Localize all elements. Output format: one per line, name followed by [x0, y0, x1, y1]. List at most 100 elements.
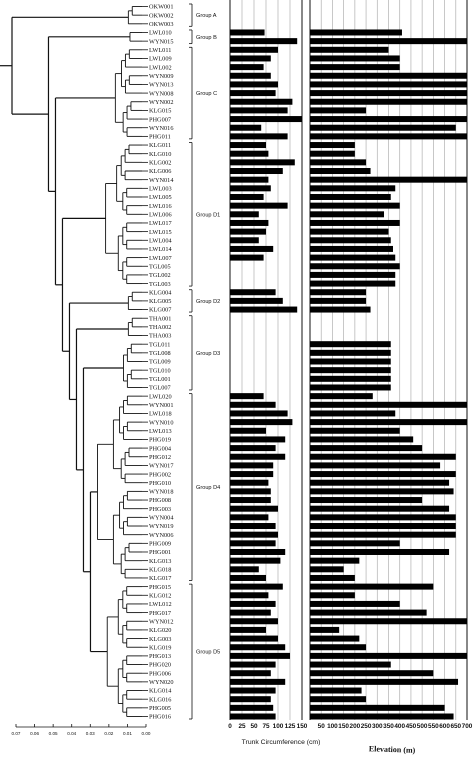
bar — [230, 289, 276, 296]
group-label: Group D4 — [196, 485, 220, 491]
sample-label: TGL011 — [149, 341, 170, 348]
bar — [230, 228, 266, 235]
bar — [230, 497, 271, 504]
sample-label: WYN002 — [149, 99, 173, 106]
sample-label: LWL003 — [149, 186, 172, 193]
bar — [310, 124, 456, 131]
sample-label: WYN020 — [149, 679, 173, 686]
sample-label: PHG009 — [149, 541, 171, 548]
sample-label: LWL006 — [149, 212, 172, 219]
tick-label: 75 — [262, 723, 270, 730]
bar — [230, 635, 278, 642]
bar — [310, 185, 396, 192]
sample-label: LWL020 — [149, 393, 172, 400]
bar — [310, 107, 367, 114]
sample-label: PHG001 — [149, 549, 171, 556]
bar — [310, 488, 454, 495]
sample-label: LWL012 — [149, 601, 172, 608]
bar — [230, 548, 286, 555]
bar — [230, 254, 264, 261]
bar — [230, 38, 298, 45]
bar — [230, 81, 278, 88]
scale-tick-label: 0.01 — [123, 731, 132, 736]
sample-label: TGL008 — [149, 350, 171, 357]
bar — [310, 254, 396, 261]
bar — [230, 185, 271, 192]
sample-label: KLG006 — [149, 168, 171, 175]
tick-label: 650 — [450, 723, 461, 730]
sample-label: LWL016 — [149, 203, 172, 210]
scale-tick-label: 0.04 — [67, 731, 76, 736]
group-label: Group A — [196, 13, 217, 19]
sample-label: OKW003 — [149, 21, 173, 28]
bar — [230, 410, 288, 417]
sample-label: WYN019 — [149, 523, 173, 530]
tick-label: 200 — [350, 723, 361, 730]
bar — [230, 583, 283, 590]
bar — [230, 540, 276, 547]
sample-label: KLG014 — [149, 688, 172, 695]
bar — [310, 384, 391, 391]
sample-label: PHG015 — [149, 584, 171, 591]
group-label: Group D1 — [196, 212, 220, 218]
tick-label: 300 — [372, 723, 383, 730]
sample-label: KLG016 — [149, 696, 171, 703]
tick-label: 150 — [338, 723, 349, 730]
bar — [230, 678, 286, 685]
sample-label: LWL014 — [149, 246, 172, 253]
sample-label: TGL001 — [149, 376, 171, 383]
elevation-axis-title: Elevation (m) — [369, 744, 416, 755]
bar — [230, 670, 271, 677]
sample-label: LWL011 — [149, 47, 171, 54]
sample-label: WYN006 — [149, 532, 173, 539]
tick-label: 500 — [417, 723, 428, 730]
bar — [310, 46, 389, 53]
sample-label: TGL002 — [149, 272, 171, 279]
bar — [310, 38, 467, 45]
sample-label: KLG005 — [149, 298, 171, 305]
trunk-axis-title: Trunk Circumference (cm) — [242, 739, 321, 746]
sample-label: LWL010 — [149, 30, 172, 37]
tick-label: 550 — [428, 723, 439, 730]
bar — [230, 427, 266, 434]
bar — [310, 540, 400, 547]
tick-label: 600 — [439, 723, 450, 730]
bar — [310, 90, 467, 97]
sample-label: WYN013 — [149, 82, 173, 89]
sample-label: LWL013 — [149, 428, 172, 435]
group-label: Group D3 — [196, 351, 220, 357]
sample-label: PHG020 — [149, 662, 171, 669]
tick-label: 50 — [250, 723, 258, 730]
sample-label: THA002 — [149, 324, 171, 331]
sample-label: TGL010 — [149, 367, 171, 374]
sample-label: PHG017 — [149, 610, 171, 617]
bar — [310, 349, 391, 356]
bar — [310, 219, 400, 226]
bar — [310, 64, 400, 71]
bar — [310, 202, 400, 209]
sample-label: PHG003 — [149, 506, 171, 513]
bar — [230, 168, 283, 175]
bar — [230, 592, 269, 599]
bar — [310, 297, 367, 304]
sample-label: PHG005 — [149, 705, 171, 712]
bar — [310, 618, 467, 625]
distance-scale-axis: 0.07 0.06 0.05 0.04 0.03 0.02 0.01 0.00 — [12, 724, 151, 736]
bar — [230, 704, 274, 711]
sample-label: WYN018 — [149, 489, 173, 496]
tick-label: 450 — [406, 723, 417, 730]
bar — [310, 393, 373, 400]
bar — [230, 618, 278, 625]
tick-label: 150 — [297, 723, 308, 730]
bar — [230, 193, 264, 200]
bar — [230, 202, 288, 209]
sample-label: LWL007 — [149, 255, 172, 262]
group-label: Group B — [196, 35, 217, 41]
sample-label: PHG010 — [149, 480, 171, 487]
bar — [230, 419, 293, 426]
sample-label: PHG002 — [149, 471, 171, 478]
bar — [230, 219, 269, 226]
bar — [310, 150, 355, 157]
bar — [230, 306, 298, 313]
bar — [230, 245, 274, 252]
